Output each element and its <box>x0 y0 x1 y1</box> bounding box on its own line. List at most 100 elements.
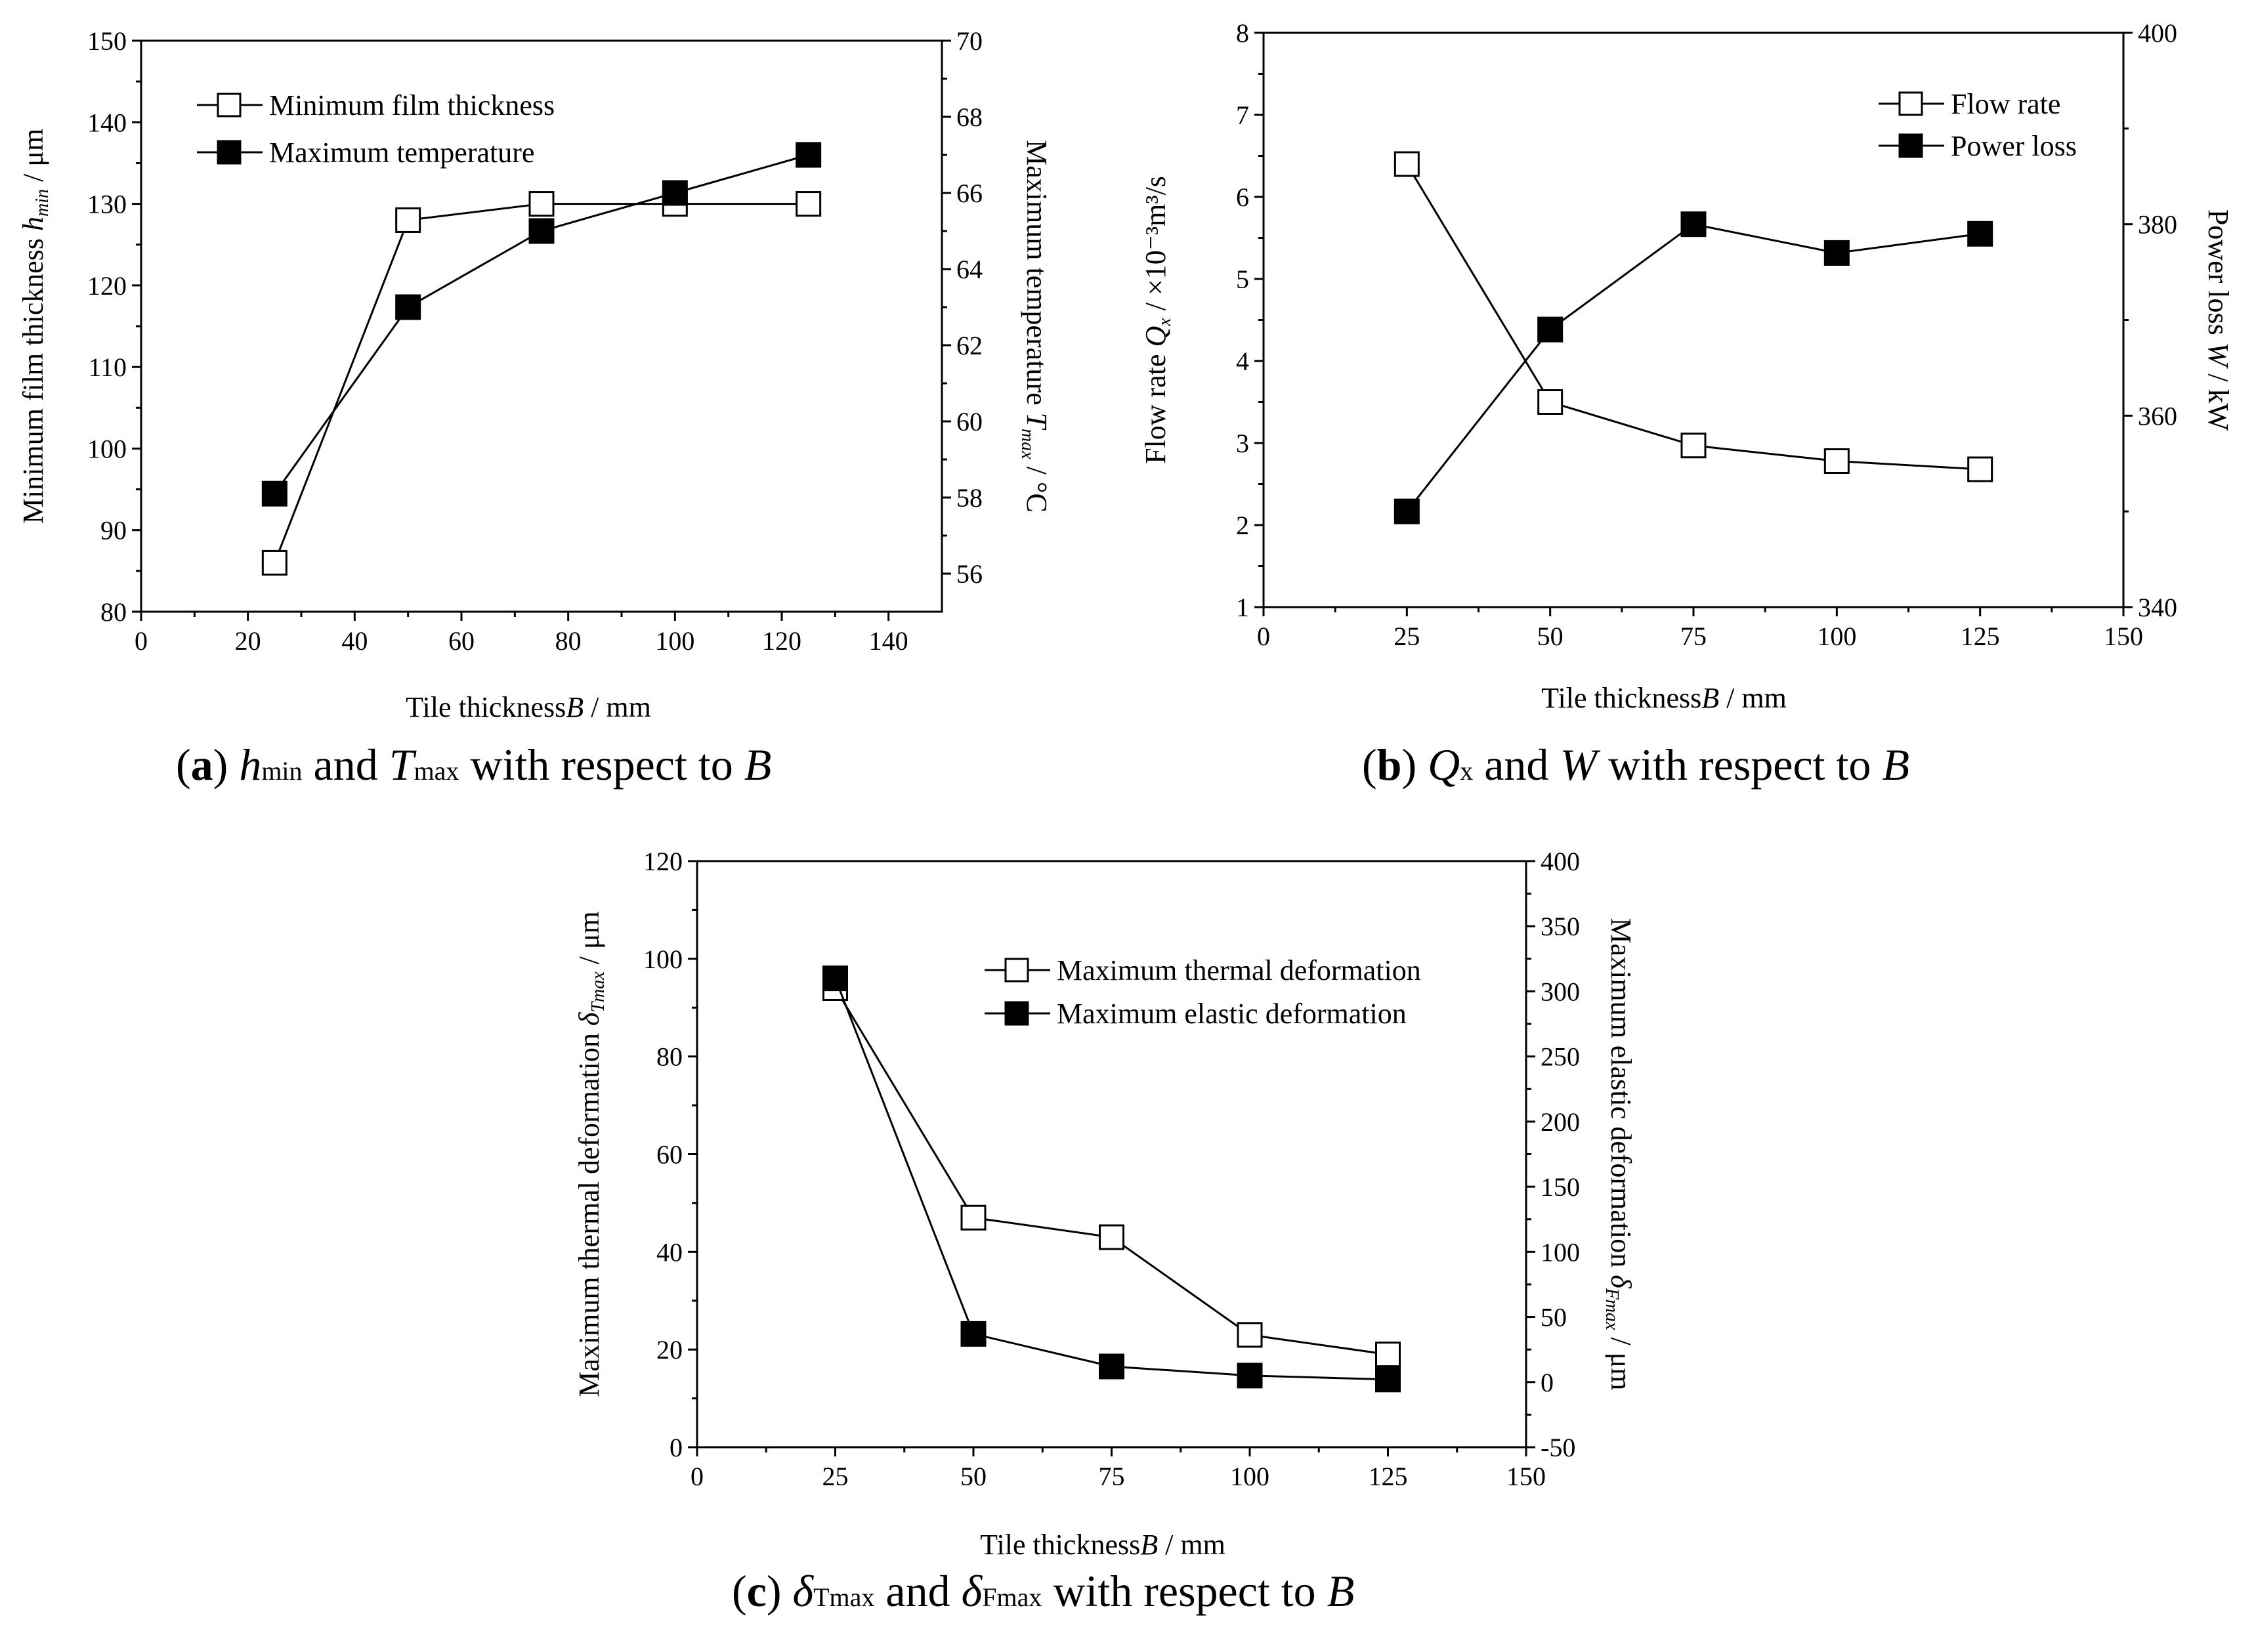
data-point-filled <box>1967 221 1993 247</box>
x-axis-label-var: B <box>1140 1529 1158 1561</box>
data-point-filled <box>796 142 822 168</box>
y-left-tick-label: 130 <box>87 190 127 219</box>
y-right-tick-label: 62 <box>956 331 983 360</box>
y-left-tick-label: 6 <box>1236 182 1249 212</box>
x-axis-label-unit: / mm <box>1158 1529 1225 1561</box>
caption-var: T <box>389 740 417 790</box>
y-left-label-var: δ <box>573 1011 605 1026</box>
y-left-label-unit: / μm <box>17 129 49 189</box>
data-point-open <box>1099 1224 1124 1250</box>
y-right-axis-label: Maximum temperature Tmax / °C <box>1017 140 1053 513</box>
legend-marker <box>1004 958 1029 983</box>
data-point-filled <box>395 294 421 320</box>
caption-var: δ <box>793 1566 815 1616</box>
y-left-label-var: Q <box>1139 326 1172 347</box>
x-axis-label-unit: / mm <box>584 691 651 723</box>
caption-var: B <box>744 740 772 790</box>
y-right-axis-label: Power loss W / kW <box>2202 209 2234 431</box>
x-tick-label: 25 <box>822 1462 849 1491</box>
y-right-tick-label: 200 <box>1541 1107 1580 1137</box>
y-left-axis-label: Maximum thermal deformation δTmax / μm <box>573 911 608 1397</box>
x-tick-label: 50 <box>960 1462 987 1491</box>
caption-sub: max <box>414 756 459 786</box>
caption-paren: ( <box>176 740 191 790</box>
x-tick-label: 0 <box>1257 622 1270 651</box>
y-right-tick-label: 300 <box>1541 977 1580 1006</box>
y-right-tick-label: 380 <box>2138 210 2177 240</box>
data-point-open <box>796 191 822 217</box>
caption-letter: b <box>1377 740 1402 790</box>
y-left-label-unit: / ×10⁻³m³/s <box>1139 176 1172 318</box>
y-right-label-text: Maximum temperature <box>1021 140 1053 412</box>
caption-var: W <box>1560 740 1600 790</box>
caption-text: with respect to <box>1597 740 1882 790</box>
x-axis-label: Tile thicknessB / mm <box>1541 682 1787 714</box>
series-line-open <box>834 987 1388 1356</box>
y-left-tick-label: 90 <box>100 516 127 545</box>
data-point-filled <box>1099 1353 1124 1380</box>
y-left-tick-label: 4 <box>1236 347 1249 376</box>
y-right-tick-label: 250 <box>1541 1042 1580 1072</box>
chart-b: 0 25 50 75 100 125 150 1 2 3 4 5 6 7 8 340 360 380 400 Tile… <box>1139 18 2234 790</box>
legend-label: Minimum film thickness <box>269 89 555 121</box>
x-tick-label: 80 <box>555 626 582 656</box>
caption-text: and <box>874 1566 961 1616</box>
data-point-filled <box>1394 498 1420 524</box>
legend-marker <box>217 93 242 117</box>
y-left-label-text: Minimum film thickness <box>17 231 49 524</box>
x-tick-label: 0 <box>691 1462 704 1491</box>
series-line-filled <box>1406 223 1980 513</box>
data-point-filled <box>1237 1363 1263 1389</box>
data-point-filled <box>528 218 555 244</box>
x-axis-label-var: B <box>566 691 584 723</box>
y-left-tick-label: 100 <box>643 944 683 974</box>
caption-text: and <box>303 740 389 790</box>
y-left-tick-label: 110 <box>88 352 127 382</box>
legend-label: Maximum temperature <box>269 137 534 169</box>
caption-sub: x <box>1460 756 1473 786</box>
caption-text: with respect to <box>459 740 744 790</box>
y-right-label-text: Maximum elastic deformation <box>1605 918 1637 1275</box>
data-point-filled <box>1375 1366 1401 1393</box>
y-left-axis-label: Flow rate Qx / ×10⁻³m³/s <box>1139 176 1175 464</box>
caption-var: δ <box>962 1566 983 1616</box>
caption-paren: ) <box>767 1566 793 1616</box>
y-right-tick-label: 58 <box>956 483 983 513</box>
caption-sub: min <box>261 756 302 786</box>
plot-frame <box>140 39 943 613</box>
caption-paren: ( <box>732 1566 747 1616</box>
legend-marker <box>1898 91 1923 116</box>
x-axis-label-unit: / mm <box>1719 682 1787 714</box>
series-line-open <box>1406 163 1980 471</box>
legend-label: Power loss <box>1951 130 2077 162</box>
caption-var: B <box>1327 1566 1355 1616</box>
x-tick-label: 75 <box>1680 622 1707 651</box>
y-right-label-unit: / °C <box>1021 459 1053 513</box>
y-right-axis-label: Maximum elastic deformation δFmax / μm <box>1602 918 1637 1390</box>
data-point-filled <box>1537 316 1564 343</box>
caption-var: B <box>1882 740 1909 790</box>
x-axis-label-text: Tile thickness <box>406 691 566 723</box>
data-point-filled <box>960 1321 987 1347</box>
data-point-open <box>528 191 555 217</box>
data-point-filled <box>1823 240 1850 266</box>
panel-caption: (a) hmin and Tmax with respect to B <box>176 740 771 790</box>
y-left-tick-label: 120 <box>87 271 127 301</box>
legend-marker <box>1004 1001 1029 1026</box>
y-right-tick-label: 68 <box>956 102 983 132</box>
data-point-filled <box>662 180 688 206</box>
y-left-tick-label: 7 <box>1236 100 1249 130</box>
legend-label: Flow rate <box>1951 88 2060 120</box>
y-left-tick-label: 40 <box>656 1237 683 1267</box>
y-right-tick-label: 400 <box>1541 847 1580 876</box>
data-point-open <box>395 207 421 233</box>
caption-paren: ) <box>213 740 240 790</box>
caption-text: and <box>1473 740 1560 790</box>
data-point-open <box>1823 448 1850 474</box>
y-right-tick-label: 350 <box>1541 912 1580 941</box>
x-tick-label: 75 <box>1099 1462 1125 1491</box>
y-left-tick-label: 3 <box>1236 429 1249 458</box>
data-point-open <box>1680 433 1707 459</box>
y-right-label-var: T <box>1021 413 1053 431</box>
